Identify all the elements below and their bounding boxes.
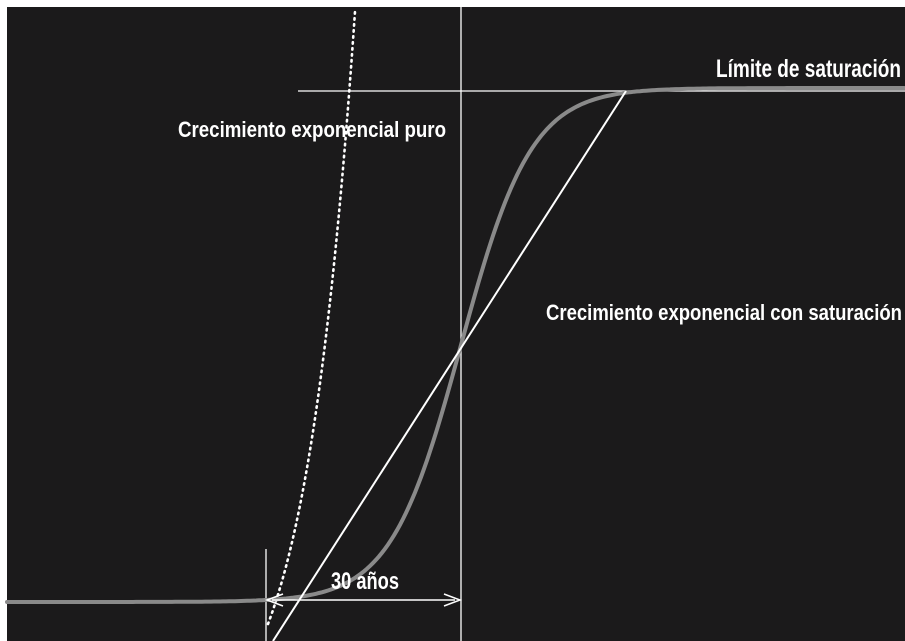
interval-arrow-right-head	[443, 593, 463, 607]
tangent-line	[272, 90, 627, 641]
pure-exponential-curve	[266, 10, 357, 626]
interval-arrow-left-head	[264, 593, 284, 607]
saturated-exponential-curve	[5, 86, 905, 604]
pure-exponential-label: Crecimiento exponencial puro	[178, 117, 446, 142]
saturation-limit-label: Límite de saturación	[716, 55, 901, 83]
plot-background	[7, 7, 905, 641]
interval-label: 30 años	[331, 568, 399, 595]
saturated-exponential-label: Crecimiento exponencial con saturación	[546, 300, 902, 325]
